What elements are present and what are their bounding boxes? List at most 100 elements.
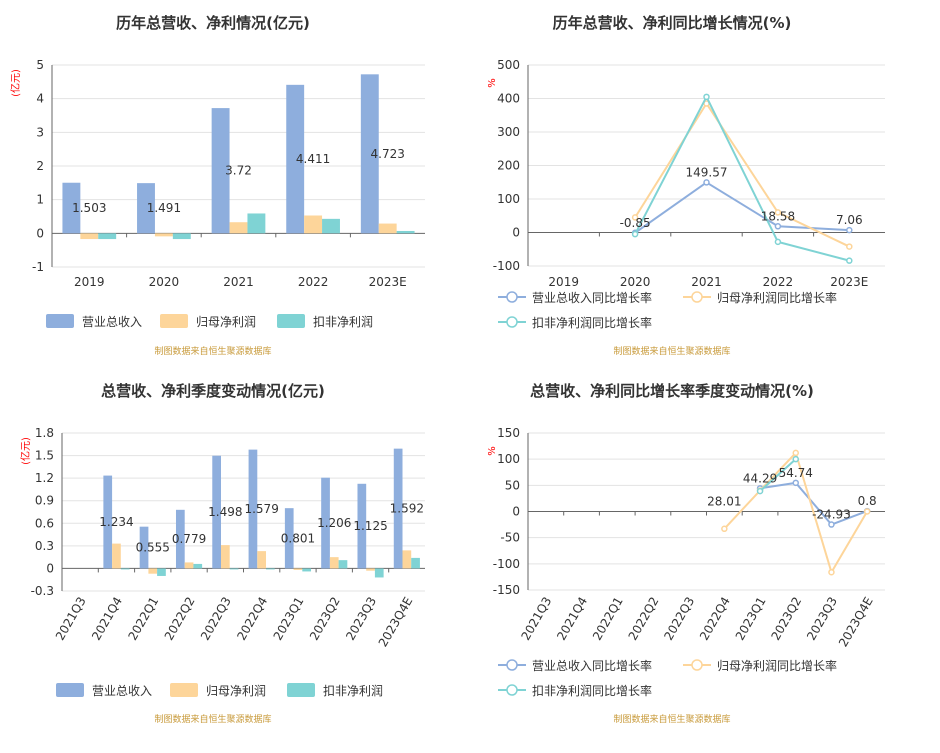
bar-net-profit [378,223,397,234]
x-tick-label: 2023Q2 [307,595,343,643]
y-axis-label: (亿元) [9,69,22,97]
x-tick-label: 2022 [763,275,794,289]
legend-label: 归母净利润 [206,684,266,698]
series-point [703,179,710,186]
series-line-deducted-profit [759,458,797,492]
series-line-deducted-profit [634,94,850,262]
data-label: 1.206 [317,516,351,530]
y-tick-label: -50 [500,531,520,545]
data-label: 1.491 [147,201,181,215]
bar-net-profit [229,222,248,234]
y-tick-label: 1.8 [35,426,54,440]
legend-swatch-marker [691,291,703,303]
bar-deducted-profit [411,557,420,569]
x-tick-label: 2021 [691,275,722,289]
bar-deducted-profit [266,568,275,570]
x-tick-label: 2022Q3 [198,595,234,643]
data-label: 149.57 [686,165,728,179]
y-tick-label: -150 [493,583,520,597]
bar-revenue [62,182,81,234]
bar-deducted-profit [157,568,166,576]
data-label: 0.779 [172,532,206,546]
source-note: 制图数据来自恒生聚源数据库 [613,713,730,725]
y-tick-label: -100 [493,557,520,571]
bar-net-profit [154,233,173,237]
x-tick-label: 2019 [74,275,105,289]
data-label: 0.555 [136,541,170,555]
bar-revenue [284,508,294,569]
legend-label: 扣非净利润 [323,684,383,698]
bar-net-profit [80,233,99,240]
legend-label: 归母净利润同比增长率 [717,290,837,305]
source-note: 制图数据来自恒生聚源数据库 [613,345,730,357]
data-label: 54.74 [779,466,813,480]
x-tick-label: 2023Q4E [836,595,876,650]
y-tick-label: 4 [36,92,44,106]
y-tick-label: -1 [32,260,44,274]
bar-net-profit [220,545,230,569]
x-tick-label: 2023E [830,275,868,289]
bar-revenue [175,509,185,569]
bar-revenue [137,183,155,234]
legend-label: 扣非净利润 [313,315,373,329]
bar-deducted-profit [98,233,117,240]
x-tick-label: 2021Q3 [519,595,555,643]
y-tick-label: 2 [36,159,44,173]
legend-label: 扣非净利润同比增长率 [532,315,652,330]
legend-swatch-marker [691,659,703,671]
x-tick-label: 2021Q4 [554,595,590,643]
y-tick-label: 300 [497,125,520,139]
x-tick-label: 2021Q3 [53,595,89,643]
y-tick-label: 100 [497,192,520,206]
series-line-revenue [634,181,850,234]
legend-swatch-marker [506,291,518,303]
bar-revenue [212,455,221,569]
bar-revenue [139,526,149,569]
y-tick-label: 1.2 [35,471,54,485]
legend-label: 营业总收入同比增长率 [532,290,652,305]
y-tick-label: 0.9 [35,494,54,508]
x-tick-label: 2023Q3 [343,595,379,643]
y-tick-label: 150 [497,426,520,440]
bar-revenue [360,74,379,234]
bar-deducted-profit [247,213,266,234]
legend-swatch [170,683,198,697]
bar-net-profit [304,215,323,234]
chart-panel-3: 总营收、净利季度变动情况(亿元) (亿元) -0.3 0 0.3 0.6 0.9 1.2 1.5… [19,382,425,725]
x-tick-label: 2022Q2 [162,595,198,643]
series-point [846,257,853,264]
series-point [774,209,782,216]
series-point [792,479,799,487]
data-label: 0.8 [858,494,877,508]
y-tick-label: 1 [36,193,44,207]
bar-deducted-profit [172,233,191,240]
x-tick-label: 2021Q4 [89,595,125,643]
data-label: 1.498 [208,505,242,519]
y-tick-label: 0 [36,226,44,240]
legend-swatch-marker [506,659,518,671]
chart-panel-2: 历年总营收、净利同比增长情况(%)% -100 0 100 200 300 400 500 20… [487,14,885,357]
bar-net-profit [402,550,412,569]
y-tick-label: -100 [493,259,520,273]
legend-label: 营业总收入同比增长率 [532,658,652,673]
data-label: 7.06 [836,213,863,227]
legend-label: 归母净利润同比增长率 [717,658,837,673]
series-point [828,568,835,576]
series-point [828,521,835,528]
bar-deducted-profit [338,560,348,569]
source-note: 制图数据来自恒生聚源数据库 [154,345,271,357]
x-tick-label: 2022Q1 [125,595,161,643]
x-tick-label: 2023E [369,275,407,289]
bar-deducted-profit [322,218,340,234]
x-tick-label: 2022Q2 [626,595,662,643]
legend-swatch [287,683,315,697]
series-point [774,223,782,230]
chart-panel-1: 历年总营收、净利情况(亿元) (亿元) -1 0 1 2 3 4 5 2019 2020 2021 20… [9,14,425,357]
legend-label: 扣非净利润同比增长率 [532,683,652,698]
legend-swatch [56,683,84,697]
series-point [863,508,871,515]
x-tick-label: 2021 [223,275,254,289]
bar-revenue [393,448,403,569]
